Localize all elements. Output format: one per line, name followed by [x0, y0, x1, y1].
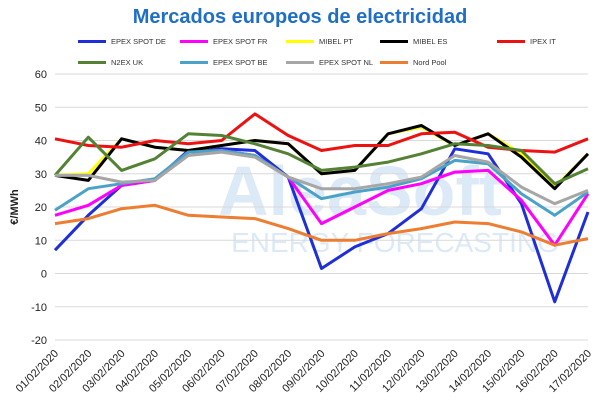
- legend-item: EPEX SPOT FR: [180, 34, 267, 48]
- y-tick-label: 60: [35, 69, 47, 81]
- legend-label: EPEX SPOT DE: [111, 36, 166, 46]
- chart-title: Mercados europeos de electricidad: [132, 6, 468, 28]
- y-tick-label: 40: [35, 136, 47, 148]
- series-line-nord-pool: [54, 203, 589, 247]
- legend-item: IPEX IT: [497, 34, 556, 48]
- legend-swatch: [380, 39, 408, 43]
- legend-swatch: [180, 39, 208, 43]
- legend-swatch: [180, 60, 208, 64]
- legend-swatch: [286, 60, 314, 64]
- legend-label: EPEX SPOT FR: [213, 36, 268, 46]
- legend-item: EPEX SPOT NL: [286, 55, 373, 69]
- legend-swatch: [78, 60, 106, 64]
- y-axis: -20 -10 0 10 20 30 40 50 60: [31, 69, 47, 347]
- legend-label: N2EX UK: [111, 57, 144, 67]
- legend-swatch: [78, 39, 106, 43]
- y-tick-label: 0: [41, 269, 47, 281]
- legend-swatch: [497, 39, 525, 43]
- y-tick-label: 10: [35, 235, 47, 247]
- y-tick-label: 30: [35, 169, 47, 181]
- watermark: AleaSoft ENERGY FORECASTING: [218, 152, 559, 258]
- legend-label: EPEX SPOT NL: [319, 57, 374, 67]
- legend-label: IPEX IT: [530, 36, 556, 46]
- legend-item: N2EX UK: [78, 55, 143, 69]
- series-line-epex-spot-nl: [55, 150, 589, 206]
- legend-item: MIBEL PT: [286, 34, 353, 48]
- legend-swatch: [286, 39, 314, 43]
- legend-label: MIBEL ES: [413, 36, 448, 46]
- series-lines: [53, 112, 590, 304]
- y-tick-label: -10: [31, 302, 47, 314]
- legend-item: MIBEL ES: [380, 34, 447, 48]
- y-tick-label: 20: [35, 202, 47, 214]
- x-axis: 01/02/202002/02/202003/02/202004/02/2020…: [14, 348, 594, 395]
- legend-swatch: [380, 60, 408, 64]
- series-line-n2ex-uk: [53, 132, 589, 186]
- legend-item: EPEX SPOT BE: [180, 55, 267, 69]
- y-tick-label: -20: [31, 335, 47, 347]
- legend-label: Nord Pool: [413, 57, 447, 67]
- legend-label: EPEX SPOT BE: [213, 57, 268, 67]
- y-axis-label: €/MWh: [9, 189, 21, 225]
- legend-label: MIBEL PT: [319, 36, 353, 46]
- y-tick-label: 50: [35, 102, 47, 114]
- series-line-mibel-es: [54, 124, 590, 191]
- legend-item: Nord Pool: [380, 55, 446, 69]
- legend-item: EPEX SPOT DE: [78, 34, 166, 48]
